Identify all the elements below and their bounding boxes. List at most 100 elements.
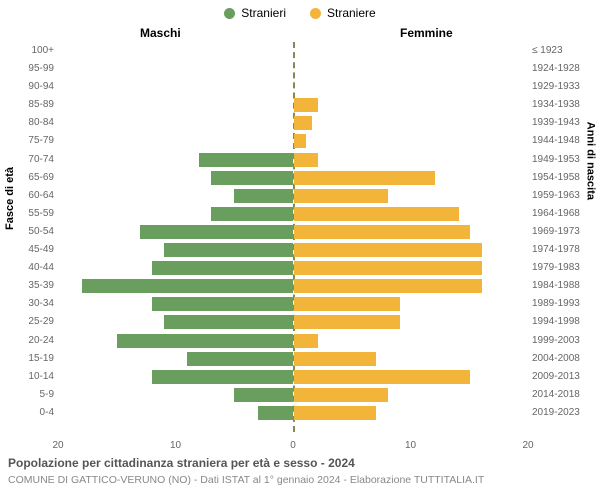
- age-label: 40-44: [12, 262, 54, 273]
- pyramid-row: 60-641959-1963: [58, 187, 528, 205]
- age-label: 10-14: [12, 371, 54, 382]
- bar-male: [258, 406, 293, 420]
- bar-male: [187, 352, 293, 366]
- age-label: 55-59: [12, 208, 54, 219]
- birth-year-label: 1984-1988: [532, 280, 590, 291]
- bar-male: [152, 370, 293, 384]
- birth-year-label: 2009-2013: [532, 371, 590, 382]
- chart-title: Popolazione per cittadinanza straniera p…: [8, 456, 355, 470]
- age-label: 75-79: [12, 135, 54, 146]
- pyramid-row: 50-541969-1973: [58, 223, 528, 241]
- swatch-female: [310, 8, 321, 19]
- birth-year-label: 2019-2023: [532, 407, 590, 418]
- birth-year-label: 1934-1938: [532, 99, 590, 110]
- pyramid-row: 40-441979-1983: [58, 259, 528, 277]
- age-label: 70-74: [12, 154, 54, 165]
- legend-label-female: Straniere: [327, 6, 376, 20]
- bar-female: [294, 352, 376, 366]
- legend-item-female: Straniere: [310, 6, 376, 20]
- pyramid-row: 90-941929-1933: [58, 78, 528, 96]
- age-label: 0-4: [12, 407, 54, 418]
- age-label: 25-29: [12, 316, 54, 327]
- chart-subtitle: COMUNE DI GATTICO-VERUNO (NO) - Dati IST…: [8, 474, 484, 486]
- bar-female: [294, 261, 482, 275]
- x-tick: 20: [52, 440, 63, 451]
- pyramid-row: 20-241999-2003: [58, 332, 528, 350]
- bar-female: [294, 279, 482, 293]
- bar-male: [152, 297, 293, 311]
- pyramid-row: 100+≤ 1923: [58, 42, 528, 60]
- birth-year-label: 1939-1943: [532, 117, 590, 128]
- birth-year-label: 1944-1948: [532, 135, 590, 146]
- age-label: 35-39: [12, 280, 54, 291]
- birth-year-label: 1959-1963: [532, 190, 590, 201]
- birth-year-label: 1979-1983: [532, 262, 590, 273]
- bar-female: [294, 243, 482, 257]
- pyramid-row: 15-192004-2008: [58, 350, 528, 368]
- age-label: 30-34: [12, 298, 54, 309]
- bar-female: [294, 315, 400, 329]
- birth-year-label: ≤ 1923: [532, 45, 590, 56]
- bar-female: [294, 225, 470, 239]
- age-label: 85-89: [12, 99, 54, 110]
- legend: Stranieri Straniere: [0, 0, 600, 20]
- bar-female: [294, 153, 318, 167]
- pyramid-row: 25-291994-1998: [58, 313, 528, 331]
- pyramid-row: 10-142009-2013: [58, 368, 528, 386]
- bar-female: [294, 98, 318, 112]
- pyramid-row: 70-741949-1953: [58, 151, 528, 169]
- birth-year-label: 1964-1968: [532, 208, 590, 219]
- legend-label-male: Stranieri: [241, 6, 286, 20]
- bar-female: [294, 189, 388, 203]
- bar-male: [117, 334, 293, 348]
- header-female: Femmine: [400, 26, 453, 40]
- pyramid-row: 45-491974-1978: [58, 241, 528, 259]
- bar-female: [294, 334, 318, 348]
- bar-female: [294, 406, 376, 420]
- bar-male: [211, 171, 293, 185]
- bar-male: [164, 315, 293, 329]
- pyramid-row: 5-92014-2018: [58, 386, 528, 404]
- birth-year-label: 2004-2008: [532, 353, 590, 364]
- bar-male: [199, 153, 293, 167]
- pyramid-row: 95-991924-1928: [58, 60, 528, 78]
- age-label: 5-9: [12, 389, 54, 400]
- rows-container: 100+≤ 192395-991924-192890-941929-193385…: [58, 42, 528, 422]
- bar-male: [211, 207, 293, 221]
- bar-female: [294, 370, 470, 384]
- age-label: 80-84: [12, 117, 54, 128]
- bar-male: [234, 388, 293, 402]
- pyramid-row: 85-891934-1938: [58, 96, 528, 114]
- age-label: 95-99: [12, 63, 54, 74]
- bar-male: [82, 279, 294, 293]
- bar-male: [234, 189, 293, 203]
- birth-year-label: 1974-1978: [532, 244, 590, 255]
- x-tick: 10: [405, 440, 416, 451]
- birth-year-label: 1999-2003: [532, 335, 590, 346]
- x-tick: 0: [290, 440, 296, 451]
- pyramid-row: 65-691954-1958: [58, 169, 528, 187]
- birth-year-label: 1924-1928: [532, 63, 590, 74]
- age-label: 20-24: [12, 335, 54, 346]
- birth-year-label: 1929-1933: [532, 81, 590, 92]
- age-label: 100+: [12, 45, 54, 56]
- birth-year-label: 1989-1993: [532, 298, 590, 309]
- header-male: Maschi: [140, 26, 181, 40]
- age-label: 50-54: [12, 226, 54, 237]
- pyramid-plot: 100+≤ 192395-991924-192890-941929-193385…: [58, 42, 528, 432]
- bar-male: [140, 225, 293, 239]
- pyramid-row: 35-391984-1988: [58, 277, 528, 295]
- legend-item-male: Stranieri: [224, 6, 286, 20]
- x-axis: 201001020: [58, 440, 528, 454]
- pyramid-row: 30-341989-1993: [58, 295, 528, 313]
- pyramid-row: 55-591964-1968: [58, 205, 528, 223]
- age-label: 60-64: [12, 190, 54, 201]
- pyramid-row: 75-791944-1948: [58, 132, 528, 150]
- bar-female: [294, 388, 388, 402]
- bar-female: [294, 116, 312, 130]
- swatch-male: [224, 8, 235, 19]
- birth-year-label: 2014-2018: [532, 389, 590, 400]
- bar-female: [294, 134, 306, 148]
- pyramid-row: 0-42019-2023: [58, 404, 528, 422]
- birth-year-label: 1994-1998: [532, 316, 590, 327]
